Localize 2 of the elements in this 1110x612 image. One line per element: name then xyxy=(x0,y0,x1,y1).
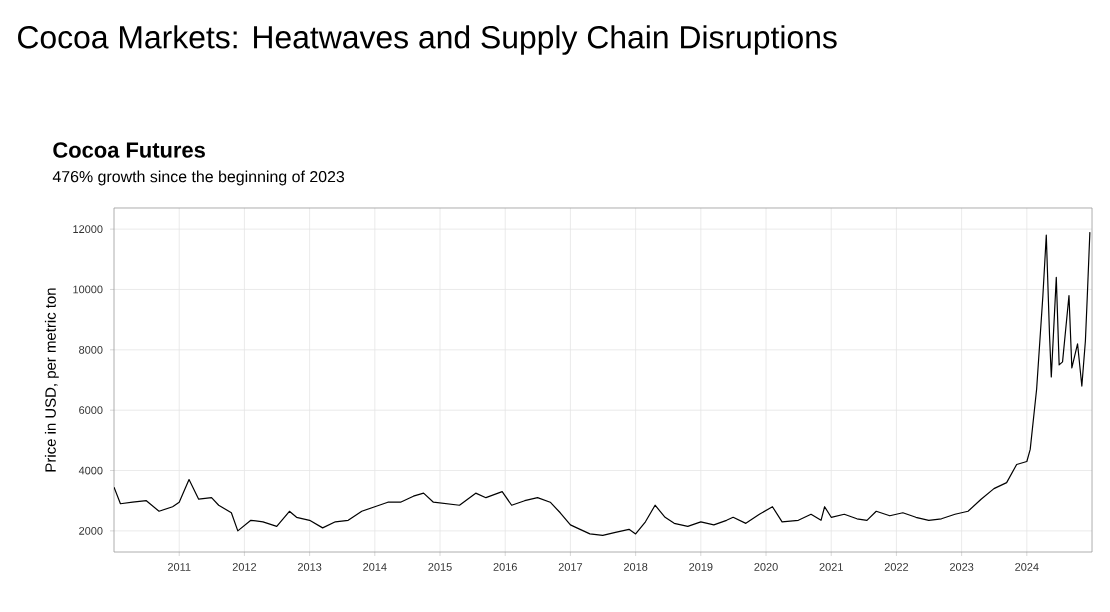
chart-title: Cocoa Markets: Heatwaves and Supply Chain Disruptions xyxy=(18,25,837,55)
chart-subtitle: Cocoa Futures xyxy=(53,142,205,158)
